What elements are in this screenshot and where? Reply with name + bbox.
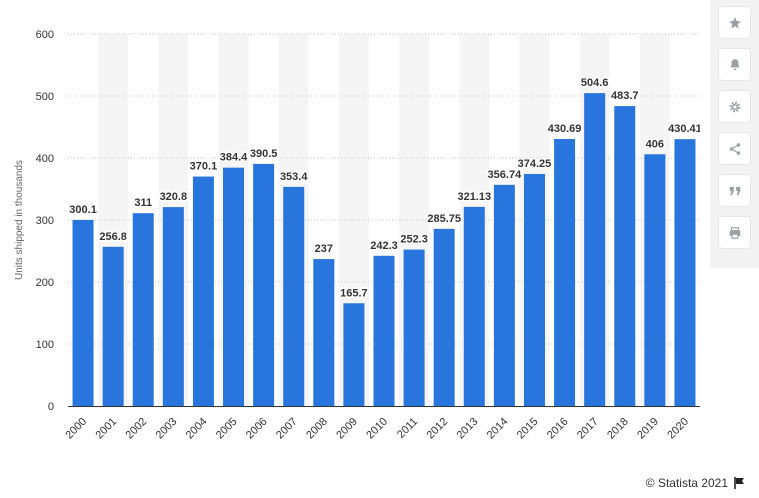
gear-icon	[729, 101, 740, 112]
data-label: 390.5	[250, 148, 278, 160]
data-label: 406	[646, 138, 664, 150]
data-label: 430.41	[668, 123, 700, 135]
x-tick-label: 2020	[665, 416, 691, 442]
y-tick-label: 0	[48, 401, 54, 413]
data-label: 356.74	[488, 169, 523, 181]
x-tick-label: 2004	[184, 416, 210, 442]
x-tick-label: 2018	[605, 416, 631, 442]
x-tick-label: 2014	[485, 416, 511, 442]
data-label: 374.25	[518, 158, 552, 170]
favorite-button[interactable]	[718, 6, 751, 39]
print-button[interactable]	[718, 216, 751, 249]
credit-text: © Statista 2021	[645, 476, 728, 490]
bar[interactable]	[463, 206, 485, 406]
bell-icon	[729, 58, 740, 70]
bar-chart: 0 100 200 300 400 500 600 300.1 256.8 311 320.8 37…	[14, 29, 700, 442]
bar[interactable]	[644, 154, 666, 406]
x-tick-label: 2008	[304, 416, 330, 442]
x-tick-label: 2019	[635, 416, 661, 442]
y-tick-label: 200	[36, 277, 54, 289]
x-tick-label: 2005	[214, 416, 240, 442]
bar[interactable]	[523, 173, 545, 406]
x-tick-label: 2010	[364, 416, 390, 442]
data-label: 483.7	[611, 90, 639, 102]
bar[interactable]	[554, 138, 576, 406]
data-label: 353.4	[280, 171, 308, 183]
share-icon	[729, 142, 740, 155]
x-tick-label: 2003	[154, 416, 180, 442]
data-label: 285.75	[427, 213, 461, 225]
bar[interactable]	[253, 163, 275, 406]
data-label: 321.13	[457, 191, 491, 203]
bar[interactable]	[132, 213, 154, 406]
y-axis-ticks: 0 100 200 300 400 500 600	[36, 29, 54, 413]
print-icon	[729, 226, 740, 239]
bar[interactable]	[343, 303, 365, 406]
bar[interactable]	[493, 184, 515, 406]
bar[interactable]	[614, 106, 636, 406]
source-credit[interactable]: © Statista 2021	[646, 476, 745, 490]
x-tick-label: 2009	[334, 416, 360, 442]
data-label: 311	[134, 197, 152, 209]
y-tick-label: 300	[36, 215, 54, 227]
x-tick-label: 2006	[244, 416, 270, 442]
bar[interactable]	[192, 176, 214, 406]
x-tick-label: 2016	[545, 416, 571, 442]
y-tick-label: 500	[36, 91, 54, 103]
x-tick-label: 2017	[575, 416, 601, 442]
bar[interactable]	[102, 246, 124, 406]
data-label: 237	[315, 243, 333, 255]
cite-button[interactable]	[718, 174, 751, 207]
data-label: 242.3	[370, 240, 398, 252]
data-label: 430.69	[548, 123, 582, 135]
y-tick-label: 400	[36, 153, 54, 165]
bar[interactable]	[283, 186, 305, 406]
data-label: 384.4	[220, 152, 248, 164]
data-label: 165.7	[340, 287, 368, 299]
data-label: 300.1	[69, 204, 97, 216]
x-tick-label: 2001	[93, 416, 119, 442]
data-label: 252.3	[400, 234, 428, 246]
bar[interactable]	[313, 259, 335, 406]
bar[interactable]	[223, 167, 245, 406]
x-tick-label: 2002	[124, 416, 150, 442]
data-label: 256.8	[99, 231, 127, 243]
x-tick-label: 2007	[274, 416, 300, 442]
y-tick-label: 100	[36, 339, 54, 351]
x-tick-label: 2000	[63, 416, 89, 442]
bar[interactable]	[433, 228, 455, 406]
bar[interactable]	[584, 93, 606, 406]
bar[interactable]	[373, 255, 395, 406]
bar[interactable]	[403, 249, 425, 406]
x-axis-ticks: 2000 2001 2002 2003 2004 2005 2006 2007 2008 2009…	[63, 416, 691, 442]
bars	[72, 93, 696, 406]
quote-icon	[729, 186, 740, 195]
data-label: 504.6	[581, 77, 609, 89]
x-tick-label: 2015	[515, 416, 541, 442]
star-icon	[728, 16, 741, 28]
data-label: 370.1	[190, 161, 218, 173]
notification-button[interactable]	[718, 48, 751, 81]
share-button[interactable]	[718, 132, 751, 165]
flag-icon	[734, 477, 744, 489]
bar[interactable]	[674, 139, 696, 406]
toolbar-panel	[710, 0, 759, 268]
bar[interactable]	[72, 219, 94, 406]
x-tick-label: 2012	[425, 416, 451, 442]
x-tick-label: 2011	[395, 416, 420, 441]
data-label: 320.8	[160, 191, 188, 203]
y-tick-label: 600	[36, 29, 54, 41]
x-tick-label: 2013	[455, 416, 481, 442]
bar[interactable]	[162, 207, 184, 406]
settings-button[interactable]	[718, 90, 751, 123]
y-axis-label: Units shipped in thousands	[14, 160, 25, 280]
